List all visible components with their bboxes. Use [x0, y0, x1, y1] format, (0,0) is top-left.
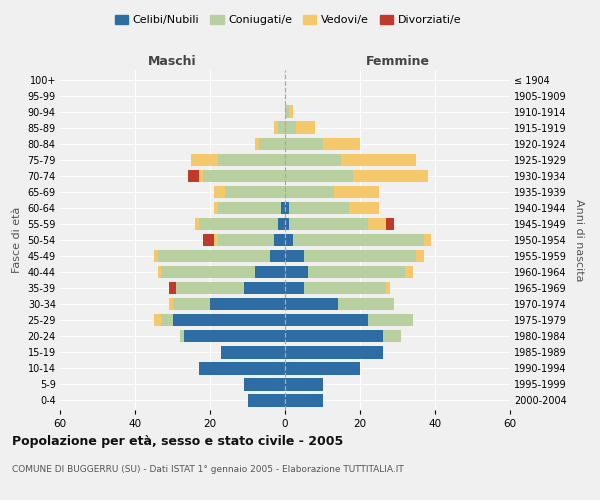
Bar — [157, 250, 270, 262]
Bar — [293, 234, 424, 246]
Bar — [199, 362, 285, 374]
Bar — [285, 330, 383, 342]
Bar — [285, 314, 367, 326]
Y-axis label: Anni di nascita: Anni di nascita — [574, 198, 584, 281]
Bar — [285, 234, 293, 246]
Bar — [154, 250, 157, 262]
Bar — [285, 282, 304, 294]
Bar — [285, 138, 323, 150]
Bar — [424, 234, 431, 246]
Bar — [289, 218, 367, 230]
Bar — [180, 330, 184, 342]
Bar — [386, 282, 390, 294]
Text: COMUNE DI BUGGERRU (SU) - Dati ISTAT 1° gennaio 2005 - Elaborazione TUTTITALIA.I: COMUNE DI BUGGERRU (SU) - Dati ISTAT 1° … — [12, 465, 404, 474]
Bar — [218, 234, 274, 246]
Bar — [285, 298, 337, 310]
Bar — [270, 250, 285, 262]
Bar — [285, 202, 289, 214]
Bar — [244, 378, 285, 390]
Bar — [285, 362, 360, 374]
Bar — [285, 218, 289, 230]
Bar — [169, 298, 173, 310]
Bar — [386, 218, 394, 230]
Bar — [405, 266, 413, 278]
Bar — [416, 250, 424, 262]
Bar — [285, 266, 308, 278]
Bar — [259, 138, 285, 150]
Bar — [281, 202, 285, 214]
Text: Maschi: Maschi — [148, 54, 197, 68]
Bar — [285, 122, 296, 134]
Bar — [337, 298, 394, 310]
Bar — [274, 234, 285, 246]
Bar — [199, 218, 277, 230]
Bar — [248, 394, 285, 406]
Bar — [157, 266, 161, 278]
Bar — [169, 282, 176, 294]
Bar — [277, 218, 285, 230]
Bar — [285, 346, 383, 358]
Bar — [349, 202, 379, 214]
Bar — [277, 122, 285, 134]
Bar — [214, 234, 218, 246]
Bar — [214, 186, 225, 198]
Bar — [173, 298, 210, 310]
Text: Popolazione per età, sesso e stato civile - 2005: Popolazione per età, sesso e stato civil… — [12, 435, 343, 448]
Bar — [353, 170, 427, 182]
Bar — [274, 122, 277, 134]
Bar — [225, 186, 285, 198]
Bar — [184, 330, 285, 342]
Bar — [304, 282, 386, 294]
Bar — [383, 330, 401, 342]
Bar — [154, 314, 161, 326]
Bar — [304, 250, 416, 262]
Bar — [285, 154, 341, 166]
Bar — [176, 282, 244, 294]
Bar — [367, 218, 386, 230]
Bar — [173, 314, 285, 326]
Bar — [221, 346, 285, 358]
Bar — [285, 106, 289, 118]
Bar — [285, 170, 353, 182]
Bar — [203, 170, 285, 182]
Bar — [285, 186, 334, 198]
Bar — [285, 394, 323, 406]
Bar — [218, 202, 281, 214]
Bar — [218, 154, 285, 166]
Bar — [255, 138, 259, 150]
Bar — [203, 234, 214, 246]
Bar — [367, 314, 413, 326]
Bar — [308, 266, 405, 278]
Bar — [334, 186, 379, 198]
Bar — [214, 202, 218, 214]
Bar — [244, 282, 285, 294]
Y-axis label: Fasce di età: Fasce di età — [12, 207, 22, 273]
Bar — [255, 266, 285, 278]
Bar — [296, 122, 315, 134]
Bar — [289, 202, 349, 214]
Text: Femmine: Femmine — [365, 54, 430, 68]
Bar — [187, 170, 199, 182]
Legend: Celibi/Nubili, Coniugati/e, Vedovi/e, Divorziati/e: Celibi/Nubili, Coniugati/e, Vedovi/e, Di… — [110, 10, 466, 30]
Bar — [210, 298, 285, 310]
Bar — [341, 154, 416, 166]
Bar — [195, 218, 199, 230]
Bar — [161, 314, 173, 326]
Bar — [285, 250, 304, 262]
Bar — [199, 170, 203, 182]
Bar — [161, 266, 255, 278]
Bar — [285, 378, 323, 390]
Bar — [289, 106, 293, 118]
Bar — [323, 138, 360, 150]
Bar — [191, 154, 218, 166]
